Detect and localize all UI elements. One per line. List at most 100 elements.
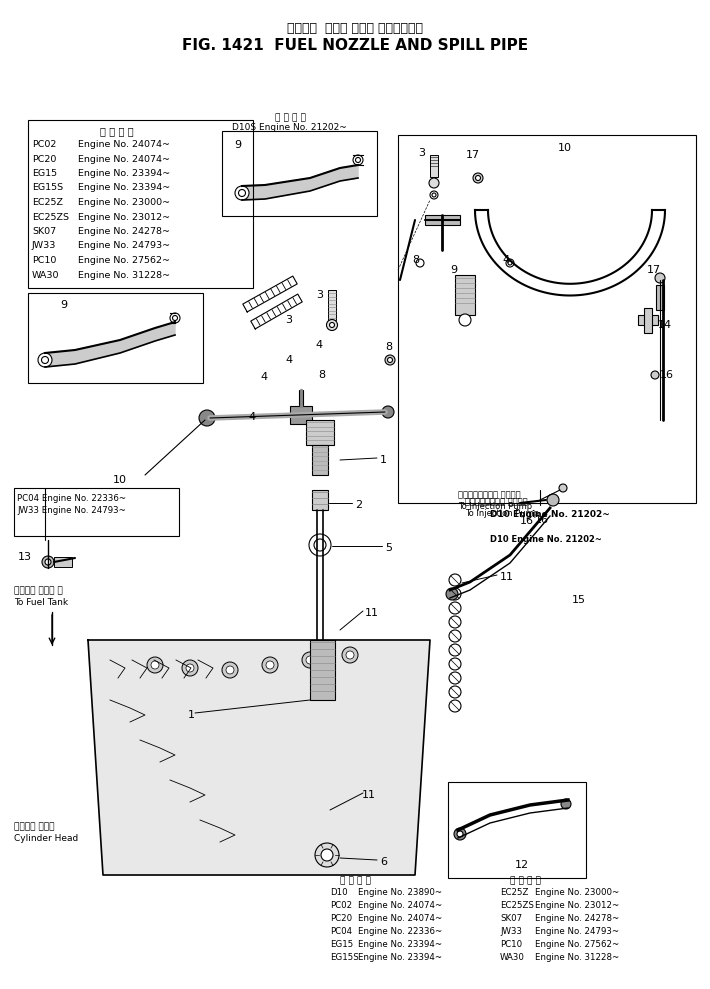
Bar bbox=[312, 445, 328, 475]
Circle shape bbox=[416, 259, 424, 267]
Text: 4: 4 bbox=[248, 412, 255, 422]
Text: 9: 9 bbox=[234, 140, 241, 150]
Circle shape bbox=[45, 559, 51, 565]
Text: Engine No. 23394~: Engine No. 23394~ bbox=[78, 184, 170, 193]
Circle shape bbox=[449, 574, 461, 586]
Text: WA30: WA30 bbox=[500, 953, 525, 962]
Circle shape bbox=[457, 831, 463, 837]
Text: 16: 16 bbox=[660, 370, 674, 380]
Text: 15: 15 bbox=[572, 595, 586, 605]
Text: EC25Z: EC25Z bbox=[32, 198, 63, 207]
Text: JW33 Engine No. 24793~: JW33 Engine No. 24793~ bbox=[17, 506, 126, 515]
Text: EG15S: EG15S bbox=[330, 953, 359, 962]
Text: To Injection Pump: To Injection Pump bbox=[465, 509, 539, 518]
Text: PC20: PC20 bbox=[32, 154, 56, 163]
Text: 11: 11 bbox=[362, 790, 376, 800]
Text: 5: 5 bbox=[385, 543, 392, 553]
Polygon shape bbox=[88, 640, 430, 875]
Text: PC20: PC20 bbox=[330, 914, 352, 923]
Text: 16: 16 bbox=[520, 516, 534, 526]
Circle shape bbox=[226, 666, 234, 674]
Circle shape bbox=[182, 660, 198, 676]
Text: Engine No. 24793~: Engine No. 24793~ bbox=[78, 241, 170, 250]
Text: JW33: JW33 bbox=[500, 927, 522, 936]
Circle shape bbox=[173, 315, 178, 320]
Circle shape bbox=[385, 355, 395, 365]
Text: 10: 10 bbox=[558, 143, 572, 153]
Text: 16: 16 bbox=[535, 515, 549, 525]
Circle shape bbox=[199, 410, 215, 426]
Text: Engine No. 23000~: Engine No. 23000~ bbox=[78, 198, 170, 207]
Circle shape bbox=[449, 602, 461, 614]
Text: WA30: WA30 bbox=[32, 271, 60, 280]
Text: Engine No. 23000~: Engine No. 23000~ bbox=[535, 888, 619, 897]
Bar bbox=[398, 135, 696, 503]
Text: シリンダ ヘット: シリンダ ヘット bbox=[14, 822, 55, 831]
Bar bbox=[425, 215, 460, 225]
Text: Engine No. 24793~: Engine No. 24793~ bbox=[535, 927, 619, 936]
Text: Engine No. 23394~: Engine No. 23394~ bbox=[78, 169, 170, 178]
Text: フェエル  ノズル および スピルパイプ: フェエル ノズル および スピルパイプ bbox=[287, 22, 423, 35]
Circle shape bbox=[41, 356, 48, 364]
Text: インジェクション ポンプへ: インジェクション ポンプへ bbox=[458, 490, 520, 499]
Text: EG15S: EG15S bbox=[32, 184, 63, 193]
Circle shape bbox=[314, 539, 326, 551]
Text: PC02: PC02 bbox=[32, 140, 56, 149]
Bar bbox=[455, 275, 475, 315]
Bar bbox=[290, 406, 312, 424]
Text: Engine No. 24074~: Engine No. 24074~ bbox=[358, 914, 442, 923]
Text: 17: 17 bbox=[647, 265, 661, 275]
Circle shape bbox=[449, 616, 461, 628]
Text: 9: 9 bbox=[450, 265, 457, 275]
Circle shape bbox=[506, 259, 514, 267]
Text: 9: 9 bbox=[60, 300, 67, 310]
Circle shape bbox=[454, 828, 466, 840]
Text: PC04: PC04 bbox=[330, 927, 352, 936]
Circle shape bbox=[315, 843, 339, 867]
Text: 17: 17 bbox=[466, 150, 480, 160]
Circle shape bbox=[266, 661, 274, 669]
Text: PC02: PC02 bbox=[330, 901, 352, 910]
Text: 4: 4 bbox=[502, 255, 509, 265]
Text: Engine No. 31228~: Engine No. 31228~ bbox=[78, 271, 170, 280]
Text: 適 用 号 等: 適 用 号 等 bbox=[100, 126, 133, 136]
Text: 適 用 号 等: 適 用 号 等 bbox=[275, 113, 306, 122]
Circle shape bbox=[559, 484, 567, 492]
Text: 11: 11 bbox=[365, 608, 379, 618]
Text: フェエル タンク へ: フェエル タンク へ bbox=[14, 586, 62, 595]
Text: Engine No. 24278~: Engine No. 24278~ bbox=[78, 227, 170, 236]
Circle shape bbox=[151, 661, 159, 669]
Bar bbox=[448, 782, 586, 878]
Text: 4: 4 bbox=[260, 372, 267, 382]
Bar bbox=[14, 488, 179, 536]
Text: EG15: EG15 bbox=[330, 940, 354, 949]
Circle shape bbox=[449, 700, 461, 712]
Polygon shape bbox=[251, 294, 302, 329]
Text: JW33: JW33 bbox=[32, 241, 56, 250]
Text: 2: 2 bbox=[355, 500, 362, 510]
Text: Engine No. 23890~: Engine No. 23890~ bbox=[358, 888, 442, 897]
Circle shape bbox=[449, 658, 461, 670]
Circle shape bbox=[429, 178, 439, 188]
Text: D10 Engine No. 21202~: D10 Engine No. 21202~ bbox=[490, 510, 610, 519]
Text: PC10: PC10 bbox=[32, 256, 56, 265]
Circle shape bbox=[327, 319, 337, 330]
Circle shape bbox=[651, 371, 659, 379]
Text: 1: 1 bbox=[380, 455, 387, 465]
Text: FIG. 1421  FUEL NOZZLE AND SPILL PIPE: FIG. 1421 FUEL NOZZLE AND SPILL PIPE bbox=[182, 38, 528, 53]
Circle shape bbox=[473, 173, 483, 183]
Circle shape bbox=[356, 157, 361, 162]
Bar bbox=[638, 315, 658, 325]
Circle shape bbox=[306, 656, 314, 664]
Bar bbox=[222, 131, 377, 216]
Polygon shape bbox=[45, 322, 175, 367]
Bar bbox=[656, 285, 664, 310]
Circle shape bbox=[449, 588, 461, 600]
Text: Engine No. 24074~: Engine No. 24074~ bbox=[78, 154, 170, 163]
Text: 3: 3 bbox=[418, 148, 425, 158]
Text: To Fuel Tank: To Fuel Tank bbox=[14, 598, 68, 607]
Text: 3: 3 bbox=[316, 290, 323, 300]
Circle shape bbox=[382, 406, 394, 418]
Circle shape bbox=[235, 186, 249, 200]
Text: EC25ZS: EC25ZS bbox=[32, 213, 69, 222]
